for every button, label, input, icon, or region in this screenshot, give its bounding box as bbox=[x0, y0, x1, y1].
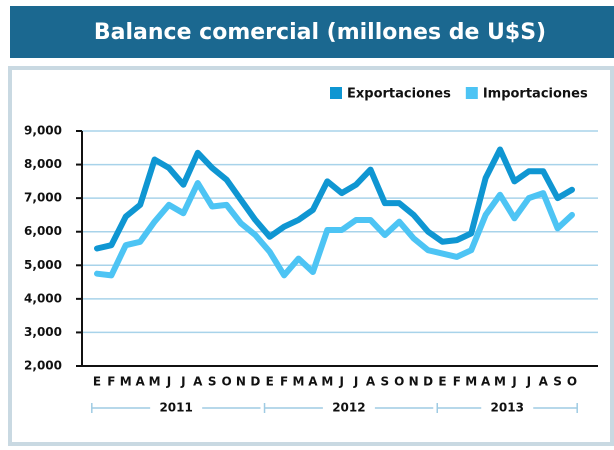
header-bar bbox=[10, 6, 614, 58]
y-tick-label: 9,000 bbox=[24, 124, 62, 138]
group-label: 2011 bbox=[159, 401, 192, 415]
group-label-bg bbox=[481, 400, 534, 416]
x-tick-label: A bbox=[481, 375, 491, 389]
x-tick-label: S bbox=[381, 375, 390, 389]
x-tick-label: F bbox=[107, 375, 115, 389]
y-tick-label: 7,000 bbox=[24, 191, 62, 205]
data-line bbox=[94, 180, 575, 279]
x-tick-label: J bbox=[353, 375, 358, 389]
legend-label: Exportaciones bbox=[347, 87, 451, 102]
group-label: 2013 bbox=[491, 401, 524, 415]
legend-swatch bbox=[330, 87, 342, 99]
x-tick-label: F bbox=[280, 375, 288, 389]
y-tick-label: 8,000 bbox=[24, 157, 62, 171]
y-tick-label: 4,000 bbox=[24, 291, 62, 305]
x-tick-label: S bbox=[553, 375, 562, 389]
x-tick-label: J bbox=[338, 375, 343, 389]
x-tick-label: D bbox=[250, 375, 260, 389]
group-label-bg bbox=[322, 400, 375, 416]
x-tick-label: F bbox=[453, 375, 461, 389]
x-tick-label: M bbox=[149, 375, 161, 389]
x-tick-label: O bbox=[221, 375, 231, 389]
y-tick-label: 3,000 bbox=[24, 325, 62, 339]
x-tick-label: E bbox=[93, 375, 101, 389]
x-tick-label: S bbox=[208, 375, 217, 389]
x-tick-label: M bbox=[120, 375, 132, 389]
y-tick-label: 5,000 bbox=[24, 258, 62, 272]
group-label-bg bbox=[150, 400, 203, 416]
x-tick-label: N bbox=[236, 375, 246, 389]
legend-label: Importaciones bbox=[483, 87, 588, 102]
x-tick-label: O bbox=[567, 375, 577, 389]
x-tick-label: D bbox=[423, 375, 433, 389]
x-tick-label: O bbox=[394, 375, 404, 389]
x-tick-label: J bbox=[180, 375, 185, 389]
legend-box bbox=[322, 80, 596, 106]
x-tick-label: E bbox=[438, 375, 446, 389]
x-tick-label: A bbox=[366, 375, 376, 389]
x-tick-label: M bbox=[494, 375, 506, 389]
x-tick-label: J bbox=[166, 375, 171, 389]
x-tick-label: M bbox=[293, 375, 305, 389]
x-tick-label: A bbox=[308, 375, 318, 389]
data-line bbox=[94, 146, 575, 252]
frame bbox=[8, 66, 614, 446]
x-tick-label: N bbox=[409, 375, 419, 389]
x-tick-label: M bbox=[321, 375, 333, 389]
chart-title: Balance comercial (millones de U$S) bbox=[94, 20, 546, 45]
x-tick-label: J bbox=[511, 375, 516, 389]
x-tick-label: E bbox=[266, 375, 274, 389]
legend-swatch bbox=[465, 87, 478, 99]
x-tick-label: A bbox=[193, 375, 203, 389]
y-tick-label: 2,000 bbox=[24, 359, 62, 373]
x-tick-label: J bbox=[526, 375, 531, 389]
y-tick-label: 6,000 bbox=[24, 224, 62, 238]
group-label: 2012 bbox=[332, 401, 365, 415]
x-tick-label: A bbox=[539, 375, 549, 389]
x-tick-label: A bbox=[136, 375, 146, 389]
x-tick-label: M bbox=[465, 375, 477, 389]
